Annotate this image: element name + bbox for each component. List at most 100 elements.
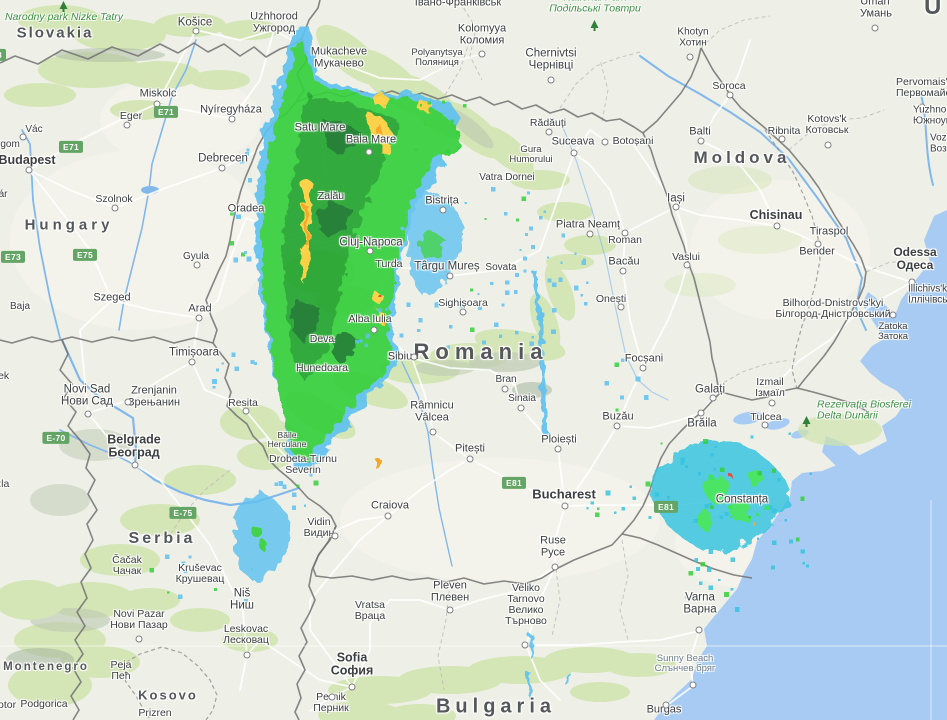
city-label: Eger <box>120 110 142 122</box>
city-label-line: Bran <box>495 374 517 386</box>
city-label: Vratsa Враца <box>354 599 386 622</box>
city-label-line: Перник <box>313 701 349 714</box>
city-dot <box>683 261 691 269</box>
city-label: Galați <box>695 383 725 395</box>
city-label-line: Cluj-Napoca <box>339 236 403 249</box>
city-label: Peja Пећ <box>110 659 131 682</box>
park-tree-icon <box>590 20 599 32</box>
city-label-line: Turda <box>375 257 403 270</box>
city-label-line: Băile <box>277 430 297 441</box>
city-label-line: Враца <box>354 609 386 622</box>
city-dot <box>662 701 670 709</box>
road-badge: E71 <box>58 140 84 154</box>
city-label-line: Мукачево <box>314 56 364 69</box>
city-dot <box>228 115 236 123</box>
city-label-line: Râmnicu <box>410 399 454 412</box>
city-label-line: Niš <box>233 587 251 600</box>
city-label-line: Balti <box>689 125 711 138</box>
city-label-line: Budapest <box>0 152 56 167</box>
city-label-line: Нови Пазар <box>110 618 168 631</box>
city-dot <box>695 626 703 634</box>
city-dot <box>709 394 717 402</box>
city-label-line: Humorului <box>509 154 553 166</box>
city-dot <box>19 133 27 141</box>
park-label: Narodny park Nizke Tatry <box>4 10 124 23</box>
park-label-line: National Park <box>549 0 641 4</box>
city-label-line: Drobeta-Turnu <box>269 452 337 465</box>
city-label-line: Novi Pazar <box>113 607 165 620</box>
city-label: Târgu Mureș <box>414 260 479 272</box>
city-label: Sofia София <box>330 650 374 678</box>
road-badge: E75 <box>72 248 98 262</box>
city-label: Vaslui <box>672 250 700 263</box>
park-tree-icon <box>802 416 811 428</box>
city-label-line: Южноукраїнськ <box>913 114 947 126</box>
city-label-line: Ruse <box>540 534 566 547</box>
city-label-line: Odessa <box>893 245 937 260</box>
city-label-line: Видин <box>303 526 335 539</box>
city-label: Szeged <box>93 292 130 305</box>
city-label-line: Пећ <box>111 669 131 682</box>
city-label-line: Ниш <box>230 599 254 612</box>
city-label-line: Sibiu <box>387 350 413 363</box>
city-dot <box>135 635 143 643</box>
city-label: Debrecen <box>198 152 248 164</box>
city-label-line: Constanța <box>715 493 769 506</box>
city-dot <box>193 261 201 269</box>
city-label-line: Székesfehérvár <box>0 189 8 201</box>
city-label: Arad <box>188 303 211 316</box>
city-label-line: Варна <box>683 603 717 616</box>
city-label: Bacău <box>608 256 639 269</box>
city-label: Tiraspol <box>810 226 849 239</box>
city-label-line: Крушевац <box>175 572 225 585</box>
city-label-line: Sovata <box>485 262 517 274</box>
city-label: Zalău <box>317 189 345 202</box>
city-label-line: Vaslui <box>672 250 700 263</box>
road-badge: E81 <box>501 476 527 490</box>
city-label-line: Iași <box>667 192 685 205</box>
city-dot <box>188 358 196 366</box>
city-label: Hunedoara <box>296 361 348 374</box>
city-dot <box>192 27 200 35</box>
city-label: Onești <box>596 293 626 305</box>
city-label-line: Hunedoara <box>296 361 348 374</box>
city-dot <box>384 512 392 520</box>
city-label: Prizren <box>138 706 172 719</box>
city-label-line: Esztergom <box>0 139 20 151</box>
city-label-line: Prizren <box>138 706 172 719</box>
city-label-line: Зрењанин <box>127 395 181 408</box>
city-label-line: Herculane <box>267 439 307 450</box>
city-label-line: Botoșani <box>612 134 654 147</box>
city-label: Burgas <box>647 704 682 717</box>
city-label-line: Русе <box>540 545 566 558</box>
city-label-line: Pitești <box>455 442 485 455</box>
country-label: Romania <box>413 339 549 364</box>
city-label: Illichivs'kІллічівськ <box>908 284 947 305</box>
city-dot <box>586 230 594 238</box>
city-label-line: Varna <box>685 591 715 604</box>
city-label: Niš Ниш <box>230 588 254 612</box>
park-label-line: Narodny park Nizke Tatry <box>4 10 124 23</box>
city-label-line: Sofia <box>336 650 368 665</box>
city-label: Bucharest <box>532 487 596 501</box>
city-label-line: Osijek <box>0 369 10 382</box>
city-dot <box>243 651 251 659</box>
city-label: Alba Iulia <box>348 313 391 325</box>
city-label-line: Gura <box>520 144 542 156</box>
city-dot <box>521 641 529 649</box>
city-label-line: Београд <box>108 445 160 460</box>
city-dot <box>613 422 621 430</box>
city-dot <box>365 148 373 156</box>
city-label-line: Zalău <box>317 189 345 202</box>
city-label: Novi Pazar Нови Пазар <box>110 607 168 631</box>
city-label-line: Хотин <box>679 36 707 48</box>
city-label: Kotor <box>0 699 16 711</box>
city-label-line: София <box>330 663 374 678</box>
city-label: Kruševac Крушевац <box>175 562 225 585</box>
city-label: Čačak Чачак <box>112 554 142 577</box>
road-badge: E71 <box>153 105 179 119</box>
city-dot <box>773 222 781 230</box>
